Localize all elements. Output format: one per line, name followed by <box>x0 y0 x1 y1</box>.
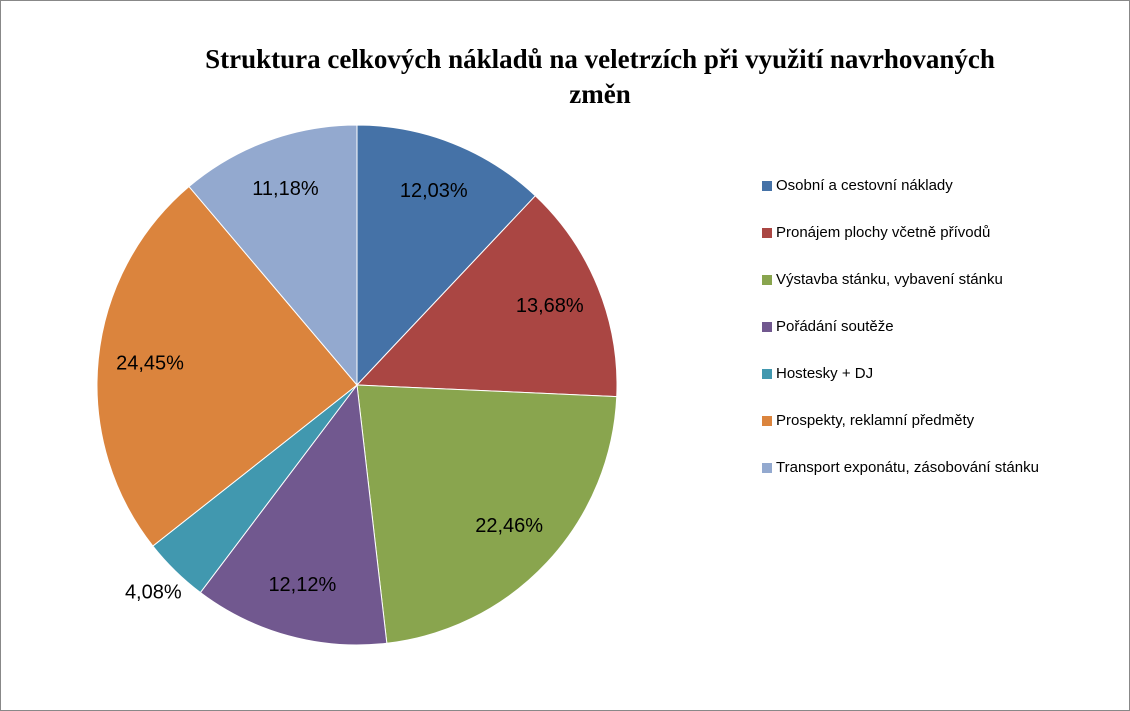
data-label: 13,68% <box>516 295 584 317</box>
pie-slice <box>356 384 618 644</box>
legend-label: Osobní a cestovní náklady <box>776 177 953 194</box>
legend-swatch <box>762 322 772 332</box>
data-label: 11,18% <box>252 178 319 200</box>
legend-swatch <box>762 416 772 426</box>
legend-label: Pořádání soutěže <box>776 318 894 335</box>
data-label: 12,03% <box>400 180 468 202</box>
data-label: 12,12% <box>268 574 336 596</box>
legend-label: Výstavba stánku, vybavení stánku <box>776 271 1003 288</box>
data-label: 4,08% <box>125 581 182 603</box>
pie-slice <box>188 124 358 387</box>
pie-slice <box>96 185 358 547</box>
legend-swatch <box>762 463 772 473</box>
legend-swatch <box>762 228 772 238</box>
pie-slice <box>355 195 618 398</box>
legend-label: Prospekty, reklamní předměty <box>776 412 975 429</box>
legend-label: Pronájem plochy včetně přívodů <box>776 224 990 241</box>
chart-title: Struktura celkových nákladů na veletrzíc… <box>205 44 995 109</box>
legend-label: Transport exponátu, zásobování stánku <box>776 459 1039 476</box>
legend-swatch <box>762 181 772 191</box>
legend-label: Hostesky + DJ <box>776 365 873 382</box>
pie-slice <box>356 124 537 387</box>
legend-swatch <box>762 369 772 379</box>
data-label: 24,45% <box>116 352 184 374</box>
pie-slice <box>199 383 388 646</box>
legend-swatch <box>762 275 772 285</box>
data-label: 22,46% <box>475 515 543 537</box>
